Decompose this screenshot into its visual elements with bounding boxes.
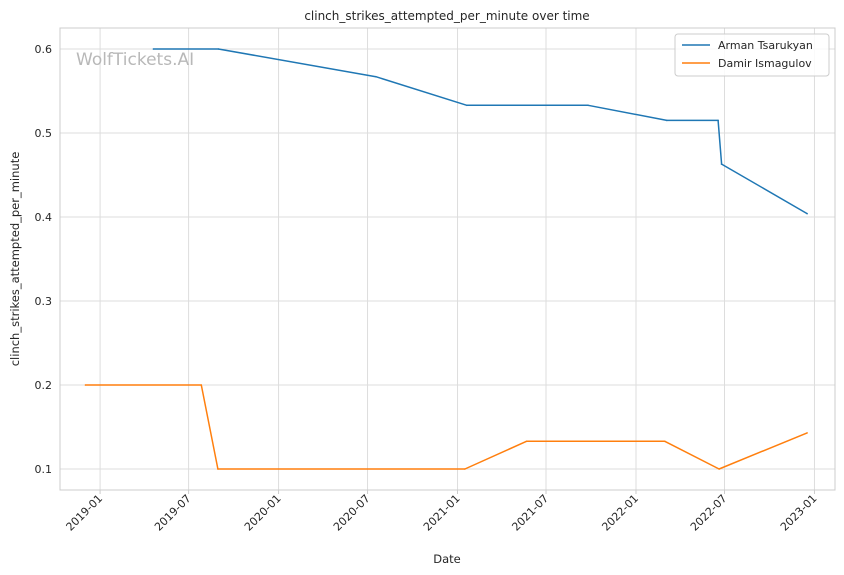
legend-box [674,33,830,77]
legend-label-arman-tsarukyan: Arman Tsarukyan [718,39,813,52]
data-point-arman-tsarukyan [806,212,808,215]
data-point-arman-tsarukyan [717,119,719,122]
watermark-text: WolfTickets.AI [76,50,194,70]
data-point-arman-tsarukyan [587,104,589,107]
y-tick-label: 0.4 [35,211,53,224]
data-point-damir-ismagulov [806,432,808,434]
data-point-arman-tsarukyan [217,48,220,50]
y-tick-label: 0.1 [35,463,53,476]
legend-label-damir-ismagulov: Damir Ismagulov [718,57,812,70]
y-tick-label: 0.2 [35,379,53,392]
data-point-damir-ismagulov [525,440,528,443]
y-axis-title: clinch_strikes_attempted_per_minute [8,152,22,367]
data-point-arman-tsarukyan [466,104,468,107]
y-tick-label: 0.6 [35,43,53,56]
data-point-damir-ismagulov [200,384,203,386]
data-point-arman-tsarukyan [152,48,155,50]
y-tick-label: 0.3 [35,295,53,308]
series-line-damir-ismagulov [85,384,808,470]
series-layer [84,48,808,470]
chart-title: clinch_strikes_attempted_per_minute over… [304,9,589,23]
x-axis-title: Date [433,552,461,566]
data-point-arman-tsarukyan [375,75,377,78]
data-point-damir-ismagulov [664,440,666,443]
data-point-damir-ismagulov [718,468,720,470]
data-point-damir-ismagulov [84,384,87,386]
data-point-damir-ismagulov [217,468,219,470]
plot-area-frame [59,27,836,491]
data-point-arman-tsarukyan [720,163,723,165]
y-tick-label: 0.5 [35,127,53,140]
legend: Arman Tsarukyan Damir Ismagulov [674,33,830,77]
data-point-arman-tsarukyan [665,119,668,122]
data-point-damir-ismagulov [464,468,466,470]
